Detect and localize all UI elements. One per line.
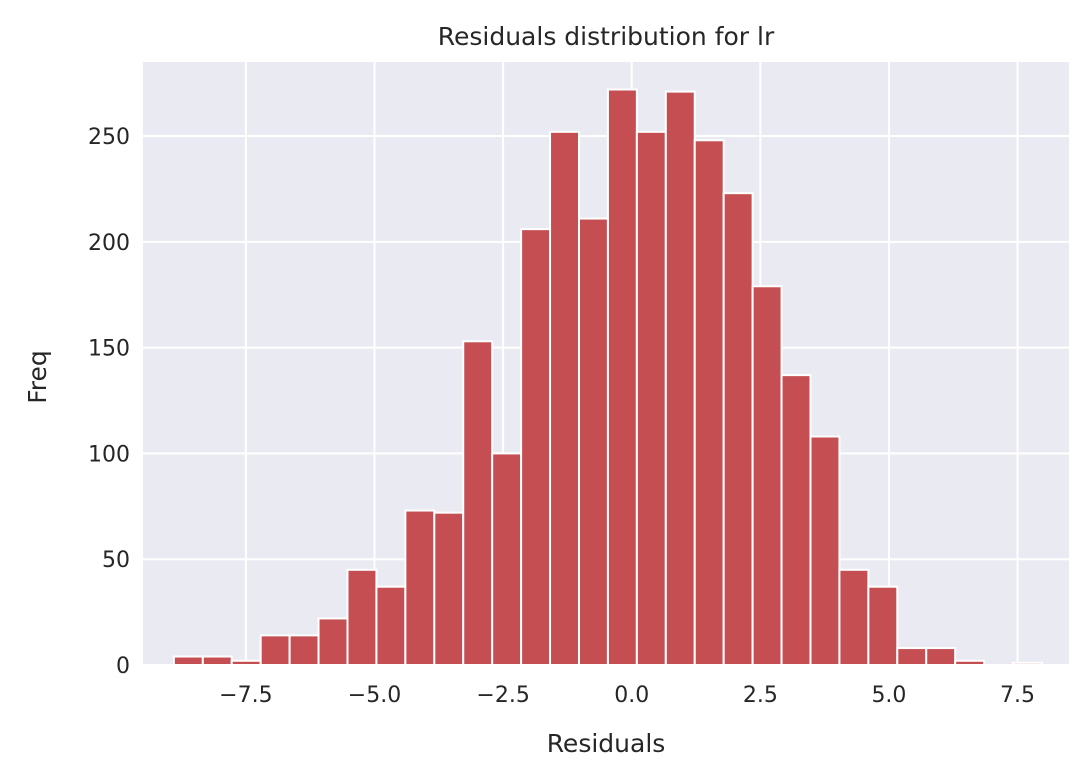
histogram-bar <box>433 511 465 666</box>
histogram-bar <box>317 617 349 667</box>
y-tick-label: 250 <box>88 125 130 150</box>
histogram-bar <box>780 374 812 666</box>
x-tick-label: −2.5 <box>476 683 529 708</box>
histogram-bar <box>693 139 725 666</box>
histogram-bar <box>288 634 320 667</box>
histogram-bar <box>230 659 262 667</box>
histogram-bar <box>549 130 580 667</box>
histogram-bar <box>751 285 783 666</box>
histogram-bar <box>259 634 291 667</box>
x-tick-label: −5.0 <box>348 683 401 708</box>
histogram-bar <box>606 88 638 667</box>
y-tick-label: 100 <box>88 442 130 467</box>
bars <box>172 88 1043 667</box>
histogram-bar <box>1012 661 1043 667</box>
histogram-bar <box>838 568 870 667</box>
histogram-bar <box>867 585 899 666</box>
x-tick-label: −7.5 <box>219 683 272 708</box>
histogram-bar <box>577 217 609 666</box>
x-tick-label: 7.5 <box>1000 683 1035 708</box>
histogram-bar <box>896 647 928 666</box>
histogram-bar <box>925 647 957 666</box>
histogram-bar <box>664 90 696 667</box>
histogram-bar <box>462 340 494 666</box>
histogram-bar <box>404 509 436 666</box>
y-tick-label: 50 <box>102 548 130 573</box>
histogram-bar <box>722 192 754 666</box>
histogram-bar <box>375 585 407 666</box>
x-tick-labels: −7.5 −5.0 −2.5 0.0 2.5 5.0 7.5 <box>219 683 1035 708</box>
x-tick-label: 2.5 <box>743 683 778 708</box>
histogram-bar <box>346 568 378 667</box>
x-tick-label: 5.0 <box>871 683 906 708</box>
x-axis-label: Residuals <box>547 729 666 758</box>
y-axis-label: Freq <box>23 350 52 404</box>
histogram-bar <box>520 228 552 666</box>
x-tick-label: 0.0 <box>614 683 649 708</box>
histogram-bar <box>172 655 204 667</box>
y-tick-labels: 0 50 100 150 200 250 <box>88 125 130 679</box>
y-tick-label: 150 <box>88 337 130 362</box>
histogram-bar <box>491 452 523 666</box>
histogram-bar <box>201 655 233 667</box>
y-tick-label: 0 <box>116 654 130 679</box>
histogram-bar <box>635 130 667 667</box>
histogram-bar <box>809 435 841 667</box>
histogram-bar <box>954 659 986 667</box>
y-tick-label: 200 <box>88 231 130 256</box>
chart-title: Residuals distribution for lr <box>438 22 775 51</box>
